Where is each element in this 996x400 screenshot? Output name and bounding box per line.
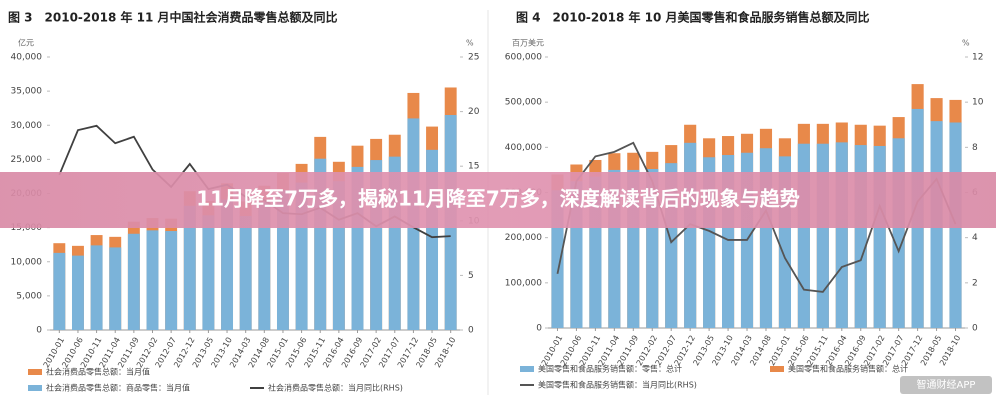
watermark-bg: [900, 376, 992, 394]
y-tick-label: 30,000: [11, 121, 43, 131]
legend-label: 社会消费品零售总额：当月同比(RHS): [268, 383, 403, 393]
bar: [109, 247, 122, 330]
legend-label: 美国零售和食品服务销售额：总计: [788, 364, 908, 374]
bar: [90, 245, 103, 330]
bar: [202, 215, 215, 330]
bar: [370, 160, 383, 330]
legend-swatch: [28, 385, 42, 391]
y2-tick-label: 15: [468, 162, 479, 172]
legend-label: 社会消费品零售总额：当月值: [46, 367, 150, 377]
bar: [351, 166, 364, 330]
chart-title: 图 3 2010-2018 年 11 月中国社会消费品零售总额及同比: [8, 10, 338, 25]
bar: [892, 138, 905, 328]
bar: [258, 201, 271, 330]
banner-text: 11月降至7万多，揭秘11月降至7万多，深度解读背后的现象与趋势: [196, 187, 800, 211]
y2-tick-label: 10: [972, 98, 984, 108]
y2-tick-label: 5: [468, 271, 474, 281]
y2-tick-label: 2: [972, 278, 978, 288]
bar: [146, 230, 159, 330]
y2-tick-label: 12: [972, 53, 983, 63]
bar: [332, 181, 345, 330]
y2-unit: %: [962, 39, 970, 48]
legend-swatch: [770, 366, 784, 372]
bar: [183, 205, 196, 330]
y-unit: 百万美元: [512, 38, 544, 48]
y-tick-label: 40,000: [11, 53, 43, 63]
chart-title: 图 4 2010-2018 年 10 月美国零售和食品服务销售总额及同比: [516, 10, 870, 25]
y-tick-label: 200,000: [505, 233, 542, 243]
y-tick-label: 400,000: [505, 143, 542, 153]
legend-label: 美国零售和食品服务销售额：零售：总计: [538, 364, 682, 374]
bar: [295, 182, 308, 330]
legend-swatch: [520, 366, 534, 372]
y2-tick-label: 8: [972, 143, 978, 153]
y-tick-label: 600,000: [505, 53, 542, 63]
y2-unit: %: [466, 39, 474, 48]
legend-swatch: [28, 369, 42, 375]
y-tick-label: 0: [536, 324, 542, 334]
y2-tick-label: 20: [468, 107, 480, 117]
bar: [314, 158, 327, 330]
y-tick-label: 35,000: [11, 87, 43, 97]
y-tick-label: 10,000: [11, 257, 43, 267]
y-tick-label: 15,000: [11, 223, 43, 233]
bar: [835, 142, 848, 328]
bar: [239, 216, 252, 330]
y-unit: 亿元: [18, 38, 34, 48]
banner-bg: [0, 172, 996, 228]
bar: [127, 233, 140, 330]
legend-label: 美国零售和食品服务销售额：当月同比(RHS): [538, 380, 697, 390]
bar: [71, 255, 84, 330]
y2-tick-label: 0: [972, 324, 978, 334]
bar: [797, 143, 810, 328]
y2-tick-label: 4: [972, 233, 978, 243]
y-tick-label: 0: [36, 326, 42, 336]
y2-tick-label: 0: [468, 326, 474, 336]
bar: [165, 231, 178, 330]
y-tick-label: 25,000: [11, 155, 43, 165]
watermark: 智通财经APP: [917, 378, 976, 391]
y-tick-label: 500,000: [505, 98, 542, 108]
bar: [276, 190, 289, 330]
bar: [221, 199, 234, 330]
bar: [53, 252, 66, 330]
bar: [388, 156, 401, 330]
bar: [684, 142, 697, 328]
legend-label: 社会消费品零售总额：商品零售：当月值: [46, 383, 190, 393]
bar: [816, 143, 829, 328]
y2-tick-label: 25: [468, 53, 479, 63]
bar: [426, 149, 439, 330]
y-tick-label: 100,000: [505, 278, 542, 288]
y-tick-label: 5,000: [16, 291, 42, 301]
